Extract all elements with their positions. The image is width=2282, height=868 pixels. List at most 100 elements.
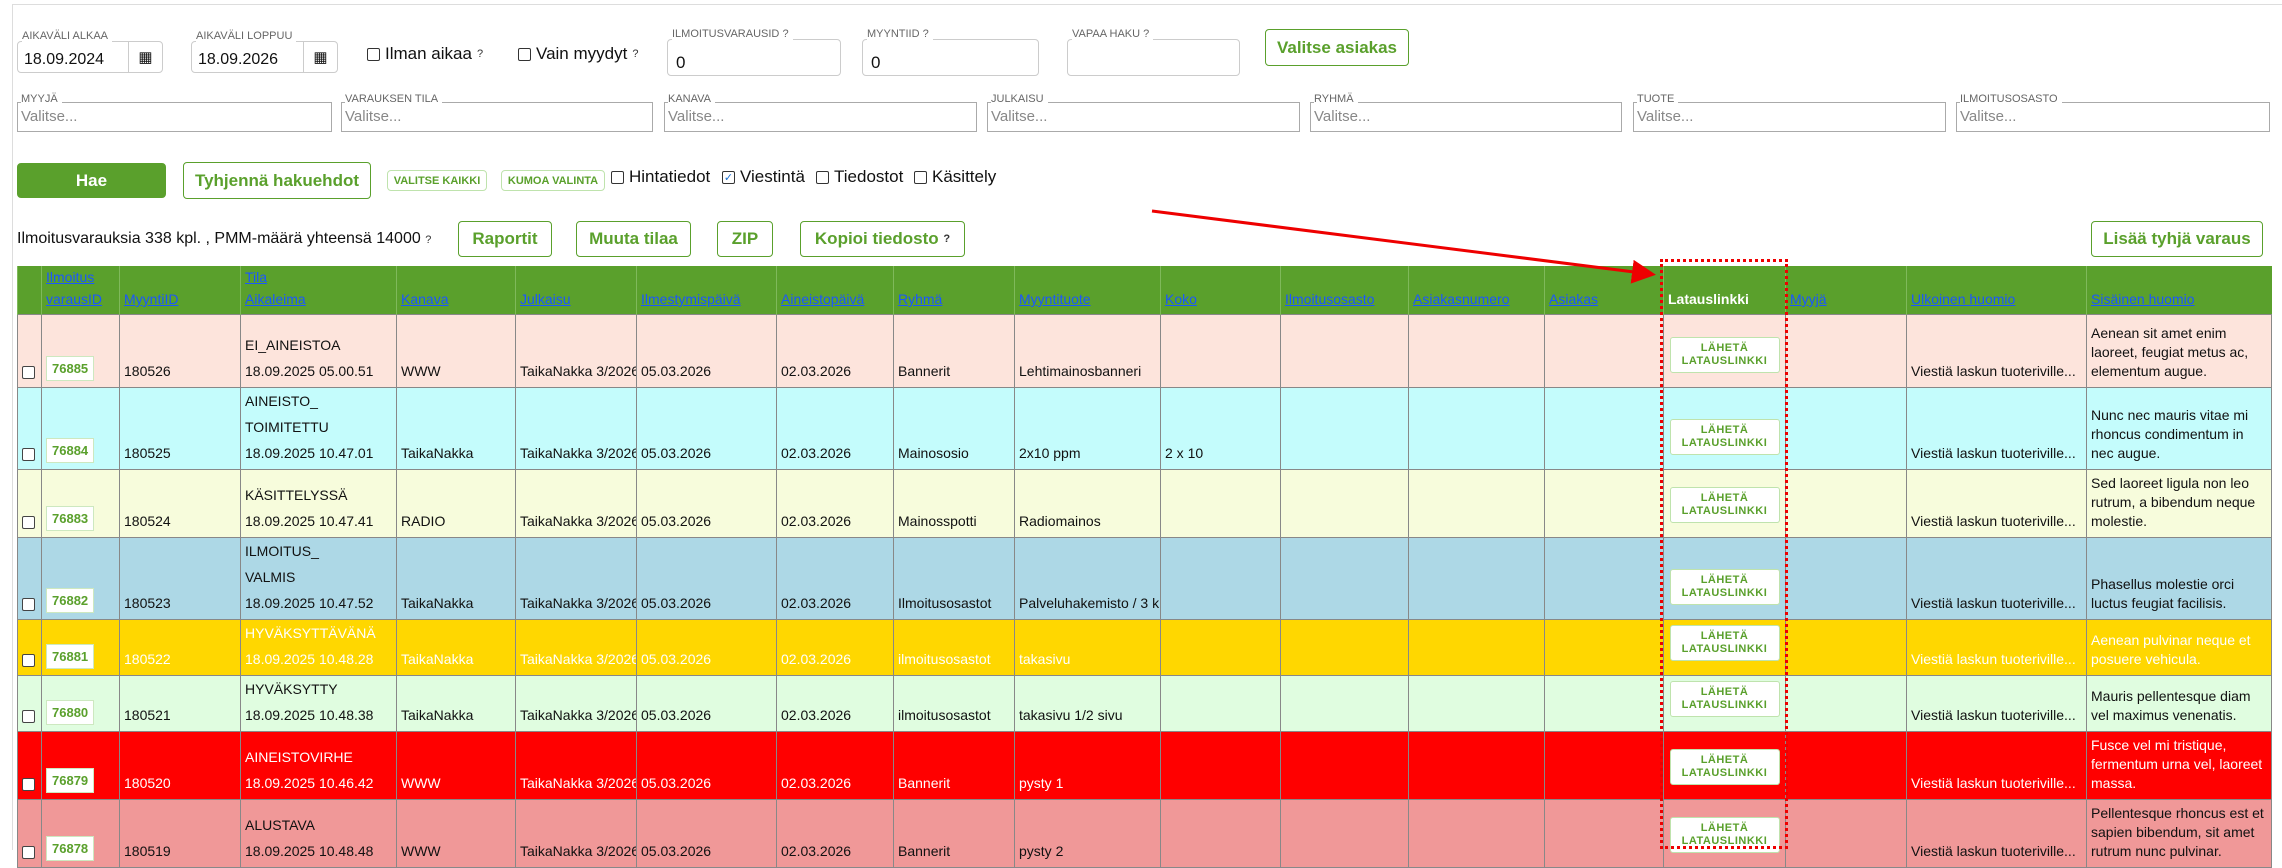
row-checkbox[interactable] bbox=[22, 653, 35, 667]
sale-id-field[interactable]: MYYNTIID ? 0 bbox=[862, 28, 1039, 76]
column-header-ad-department[interactable]: Ilmoitusosasto bbox=[1280, 266, 1409, 315]
price-info-checkbox[interactable]: Hintatiedot bbox=[611, 167, 710, 187]
free-search-field[interactable]: VAPAA HAKU ? bbox=[1067, 28, 1240, 76]
ad-booking-id-field[interactable]: ILMOITUSVARAUSID ? 0 bbox=[667, 28, 841, 76]
reports-button[interactable]: Raportit bbox=[458, 221, 552, 257]
channel-input[interactable] bbox=[668, 108, 948, 125]
column-header-external-note[interactable]: Ulkoinen huomio bbox=[1906, 266, 2087, 315]
seller-select[interactable]: MYYJÄ bbox=[17, 93, 332, 132]
checkbox[interactable] bbox=[518, 47, 531, 61]
booking-id-link[interactable]: 76880 bbox=[46, 700, 95, 725]
table-row[interactable]: 76885 180526 EI_AINEISTOA 18.09.2025 05.00.… bbox=[17, 314, 2272, 388]
send-download-link-button[interactable]: LÄHETÄ LATAUSLINKKI bbox=[1669, 749, 1780, 785]
row-checkbox[interactable] bbox=[22, 515, 35, 529]
channel-select[interactable]: KANAVA bbox=[664, 93, 977, 132]
send-download-link-button[interactable]: LÄHETÄ LATAUSLINKKI bbox=[1669, 625, 1780, 661]
column-header-status-timestamp[interactable]: Tila Aikaleima bbox=[240, 266, 397, 315]
sort-seller-link[interactable]: Myyjä bbox=[1790, 291, 1827, 307]
calendar-icon[interactable]: ▦ bbox=[128, 42, 162, 72]
sort-customer-number-link[interactable]: Asiakasnumero bbox=[1413, 291, 1510, 307]
send-download-link-button[interactable]: LÄHETÄ LATAUSLINKKI bbox=[1669, 817, 1780, 853]
sort-appearance-date-link[interactable]: Ilmestymispäivä bbox=[641, 291, 741, 307]
sort-status-timestamp-link[interactable]: Tila Aikaleima bbox=[245, 269, 306, 307]
checkbox[interactable] bbox=[367, 47, 380, 61]
publication-input[interactable] bbox=[991, 108, 1271, 125]
sort-channel-link[interactable]: Kanava bbox=[401, 291, 449, 307]
row-checkbox[interactable] bbox=[22, 597, 35, 611]
column-header-size[interactable]: Koko bbox=[1160, 266, 1281, 315]
column-header-internal-note[interactable]: Sisäinen huomio bbox=[2086, 266, 2272, 315]
column-header-customer-number[interactable]: Asiakasnumero bbox=[1408, 266, 1545, 315]
ad-department-input[interactable] bbox=[1960, 108, 2241, 125]
row-checkbox[interactable] bbox=[22, 365, 35, 379]
date-start-field[interactable]: AIKAVÄLI ALKAA 18.09.2024 ▦ bbox=[17, 30, 163, 73]
column-header-seller[interactable]: Myyjä bbox=[1785, 266, 1907, 315]
date-end-value[interactable]: 18.09.2026 bbox=[198, 51, 279, 68]
checkbox[interactable] bbox=[914, 170, 927, 184]
send-download-link-button[interactable]: LÄHETÄ LATAUSLINKKI bbox=[1669, 569, 1780, 605]
publication-select[interactable]: JULKAISU bbox=[987, 93, 1300, 132]
column-header-publication[interactable]: Julkaisu bbox=[515, 266, 637, 315]
checkbox[interactable] bbox=[611, 170, 624, 184]
booking-id-link[interactable]: 76878 bbox=[46, 836, 95, 861]
help-icon[interactable]: ? bbox=[922, 28, 929, 40]
zip-button[interactable]: ZIP bbox=[717, 221, 773, 257]
booking-status-input[interactable] bbox=[345, 108, 624, 125]
send-download-link-button[interactable]: LÄHETÄ LATAUSLINKKI bbox=[1669, 487, 1780, 523]
table-row[interactable]: 76880 180521 HYVÄKSYTTY 18.09.2025 10.48.38… bbox=[17, 675, 2272, 732]
copy-file-button[interactable]: Kopioi tiedosto ? bbox=[800, 221, 965, 257]
product-select[interactable]: TUOTE bbox=[1633, 93, 1946, 132]
send-download-link-button[interactable]: LÄHETÄ LATAUSLINKKI bbox=[1669, 681, 1780, 717]
help-icon[interactable]: ? bbox=[425, 234, 432, 246]
booking-id-link[interactable]: 76885 bbox=[46, 356, 95, 381]
booking-id-link[interactable]: 76879 bbox=[46, 768, 95, 793]
date-end-field[interactable]: AIKAVÄLI LOPPUU 18.09.2026 ▦ bbox=[191, 30, 338, 73]
sort-sale-id-link[interactable]: MyyntiID bbox=[124, 291, 179, 307]
clear-filters-button[interactable]: Tyhjennä hakuehdot bbox=[183, 162, 371, 199]
column-header-customer[interactable]: Asiakas bbox=[1544, 266, 1664, 315]
table-row[interactable]: 76882 180523 ILMOITUS_ VALMIS 18.09.2025 10.… bbox=[17, 537, 2272, 620]
search-button[interactable]: Hae bbox=[17, 163, 166, 198]
product-input[interactable] bbox=[1637, 108, 1917, 125]
processing-checkbox[interactable]: Käsittely bbox=[914, 167, 996, 187]
only-sold-checkbox[interactable]: Vain myydyt ? bbox=[518, 44, 638, 64]
deselect-button[interactable]: KUMOA VALINTA bbox=[501, 170, 605, 191]
help-icon[interactable]: ? bbox=[1143, 28, 1150, 40]
send-download-link-button[interactable]: LÄHETÄ LATAUSLINKKI bbox=[1669, 419, 1780, 455]
help-icon[interactable]: ? bbox=[943, 233, 951, 245]
ad-booking-id-value[interactable]: 0 bbox=[676, 53, 686, 72]
no-time-checkbox[interactable]: Ilman aikaa ? bbox=[367, 44, 483, 64]
table-row[interactable]: 76879 180520 AINEISTOVIRHE 18.09.2025 10.46… bbox=[17, 731, 2272, 800]
column-header-group[interactable]: Ryhmä bbox=[893, 266, 1015, 315]
column-header-sale-id[interactable]: MyyntiID bbox=[119, 266, 241, 315]
column-header-ad-booking-id[interactable]: Ilmoitus varausID bbox=[41, 266, 120, 315]
booking-id-link[interactable]: 76882 bbox=[46, 588, 95, 613]
sort-product-link[interactable]: Myyntituote bbox=[1019, 291, 1091, 307]
sort-internal-note-link[interactable]: Sisäinen huomio bbox=[2091, 291, 2195, 307]
date-start-value[interactable]: 18.09.2024 bbox=[24, 51, 105, 68]
seller-input[interactable] bbox=[21, 108, 303, 125]
sort-external-note-link[interactable]: Ulkoinen huomio bbox=[1911, 291, 2016, 307]
sort-group-link[interactable]: Ryhmä bbox=[898, 291, 943, 307]
table-row[interactable]: 76878 180519 ALUSTAVA 18.09.2025 10.48.48 WW… bbox=[17, 799, 2272, 868]
sort-ad-booking-id-link[interactable]: Ilmoitus varausID bbox=[46, 269, 103, 307]
sort-material-date-link[interactable]: Aineistopäivä bbox=[781, 291, 865, 307]
sale-id-value[interactable]: 0 bbox=[871, 53, 881, 72]
group-select[interactable]: RYHMÄ bbox=[1310, 93, 1622, 132]
row-checkbox[interactable] bbox=[22, 845, 35, 859]
sort-size-link[interactable]: Koko bbox=[1165, 291, 1197, 307]
choose-customer-button[interactable]: Valitse asiakas bbox=[1265, 29, 1409, 66]
booking-id-link[interactable]: 76883 bbox=[46, 506, 95, 531]
send-download-link-button[interactable]: LÄHETÄ LATAUSLINKKI bbox=[1669, 337, 1780, 373]
checkbox[interactable] bbox=[816, 170, 829, 184]
booking-id-link[interactable]: 76884 bbox=[46, 438, 95, 463]
booking-status-select[interactable]: VARAUKSEN TILA bbox=[341, 93, 653, 132]
help-icon[interactable]: ? bbox=[632, 48, 639, 60]
column-header-channel[interactable]: Kanava bbox=[396, 266, 516, 315]
group-input[interactable] bbox=[1314, 108, 1593, 125]
help-icon[interactable]: ? bbox=[782, 28, 789, 40]
table-row[interactable]: 76884 180525 AINEISTO_ TOIMITETTU 18.09.2025… bbox=[17, 387, 2272, 470]
table-row[interactable]: 76883 180524 KÄSITTELYSSÄ 18.09.2025 10.47.… bbox=[17, 469, 2272, 538]
files-checkbox[interactable]: Tiedostot bbox=[816, 167, 903, 187]
sort-publication-link[interactable]: Julkaisu bbox=[520, 291, 571, 307]
